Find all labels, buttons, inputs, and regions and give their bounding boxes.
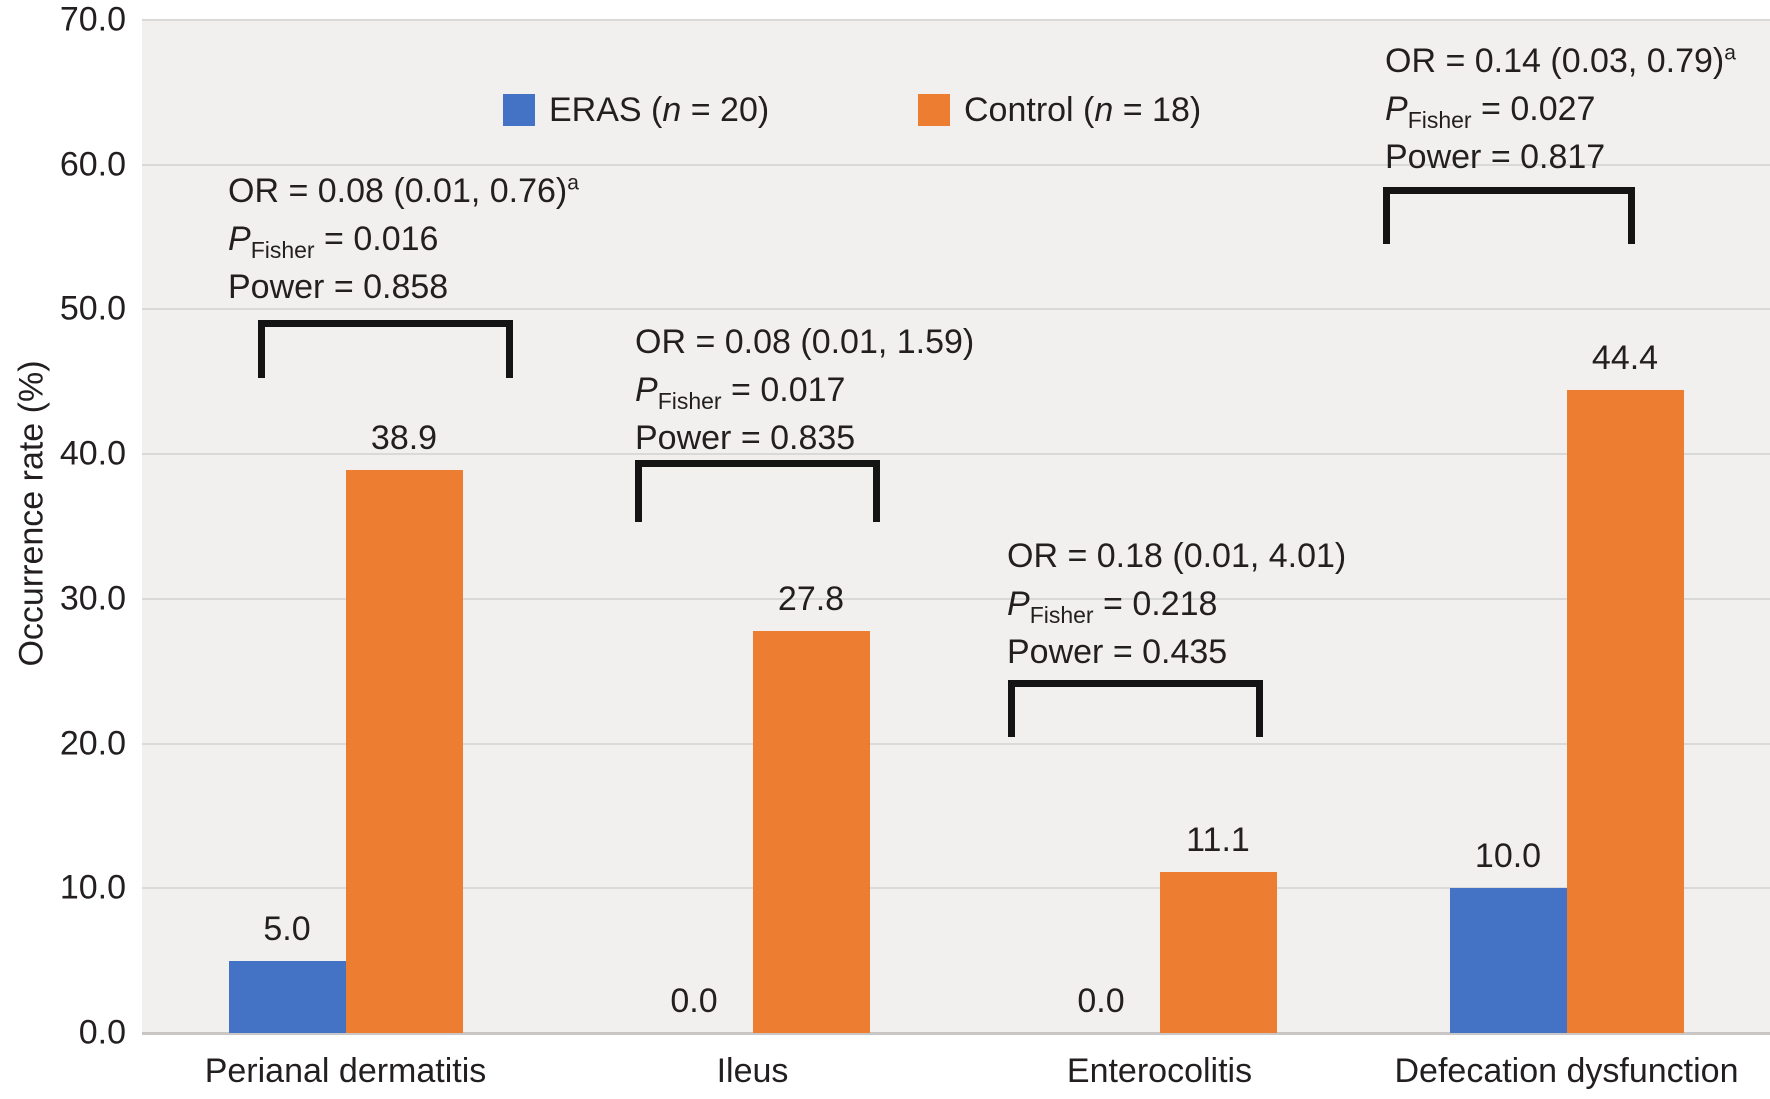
legend-label-control: Control (n = 18)	[964, 90, 1202, 129]
gridline-20	[142, 742, 1770, 745]
y-tick-label: 50.0	[59, 289, 126, 328]
x-category-label-2: Ileus	[716, 1052, 789, 1090]
gridline-60	[142, 163, 1770, 166]
value-label-eras-4: 10.0	[1474, 837, 1542, 876]
fisher-subscript: Fisher	[250, 237, 315, 263]
bar-control-3	[1159, 872, 1277, 1033]
value-label-control-3: 11.1	[1186, 821, 1250, 860]
p-symbol: P	[228, 220, 251, 258]
y-tick-label: 0.0	[78, 1013, 126, 1052]
gridline-0	[142, 1032, 1770, 1035]
bar-control-1	[345, 470, 463, 1033]
legend-item-eras: ERAS (n = 20)	[503, 88, 769, 132]
annotation-block-4: OR = 0.14 (0.03, 0.79)a PFisher = 0.027 Po…	[1385, 37, 1736, 181]
gridline-40	[142, 453, 1770, 456]
fisher-subscript: Fisher	[1029, 602, 1094, 628]
value-label-eras-2: 0.0	[670, 982, 718, 1020]
y-tick-label: 70.0	[59, 0, 126, 39]
value-label-control-2: 27.8	[777, 579, 845, 618]
or-superscript: a	[1724, 41, 1736, 65]
value-label-eras-1: 5.0	[263, 909, 311, 948]
p-fisher-line: PFisher = 0.218	[1007, 585, 1218, 628]
legend-label-eras: ERAS (n = 20)	[549, 90, 770, 129]
p-fisher-line: PFisher = 0.016	[228, 220, 439, 263]
y-tick-label: 10.0	[59, 868, 126, 907]
annotation-block-2: OR = 0.08 (0.01, 1.59) PFisher = 0.017 Pow…	[635, 318, 974, 462]
or-line: OR = 0.08 (0.01, 0.76)a	[228, 171, 579, 210]
power-line: Power = 0.817	[1385, 138, 1606, 176]
annotation-block-1: OR = 0.08 (0.01, 0.76)a PFisher = 0.016 Po…	[228, 167, 579, 311]
y-tick-label: 20.0	[59, 724, 126, 763]
significance-bracket-3	[1008, 680, 1263, 737]
p-symbol: P	[1007, 585, 1030, 623]
eras-color-swatch	[503, 94, 535, 126]
x-category-label-4: Defecation dysfunction	[1394, 1052, 1739, 1090]
bar-eras-1	[228, 960, 346, 1033]
power-line: Power = 0.835	[635, 419, 856, 457]
p-fisher-line: PFisher = 0.017	[635, 371, 846, 414]
value-label-control-4: 44.4	[1591, 339, 1659, 378]
p-symbol: P	[1385, 90, 1408, 128]
power-line: Power = 0.858	[228, 268, 449, 306]
p-fisher-line: PFisher = 0.027	[1385, 90, 1596, 133]
legend: ERAS (n = 20) Control (n = 18)	[0, 88, 1770, 132]
y-tick-label: 40.0	[59, 434, 126, 473]
gridline-30	[142, 597, 1770, 600]
or-line: OR = 0.18 (0.01, 4.01)	[1007, 537, 1347, 575]
gridline-10	[142, 887, 1770, 890]
x-category-label-3: Enterocolitis	[1066, 1052, 1253, 1090]
significance-bracket-2	[635, 460, 880, 522]
p-symbol: P	[635, 371, 658, 409]
value-label-control-1: 38.9	[370, 419, 438, 458]
legend-item-control: Control (n = 18)	[918, 88, 1201, 132]
or-line: OR = 0.08 (0.01, 1.59)	[635, 323, 975, 361]
or-line: OR = 0.14 (0.03, 0.79)a	[1385, 41, 1736, 80]
bar-control-4	[1566, 390, 1684, 1033]
fisher-subscript: Fisher	[657, 388, 722, 414]
significance-bracket-4	[1383, 187, 1635, 244]
annotation-block-3: OR = 0.18 (0.01, 4.01) PFisher = 0.218 Pow…	[1007, 532, 1346, 676]
fisher-subscript: Fisher	[1407, 107, 1472, 133]
gridline-70	[142, 19, 1770, 21]
y-tick-label: 60.0	[59, 145, 126, 184]
y-tick-label: 30.0	[59, 579, 126, 618]
gridline-50	[142, 308, 1770, 311]
x-category-label-1: Perianal dermatitis	[204, 1052, 487, 1090]
or-superscript: a	[567, 171, 579, 195]
significance-bracket-1	[258, 320, 513, 378]
power-line: Power = 0.435	[1007, 633, 1228, 671]
bar-control-2	[752, 630, 870, 1033]
bar-eras-4	[1449, 888, 1567, 1033]
control-color-swatch	[918, 94, 950, 126]
value-label-eras-3: 0.0	[1077, 982, 1125, 1020]
